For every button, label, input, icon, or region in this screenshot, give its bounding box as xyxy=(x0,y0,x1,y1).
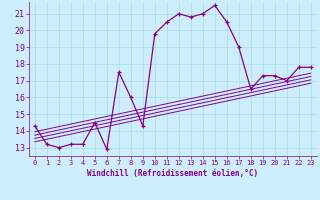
X-axis label: Windchill (Refroidissement éolien,°C): Windchill (Refroidissement éolien,°C) xyxy=(87,169,258,178)
